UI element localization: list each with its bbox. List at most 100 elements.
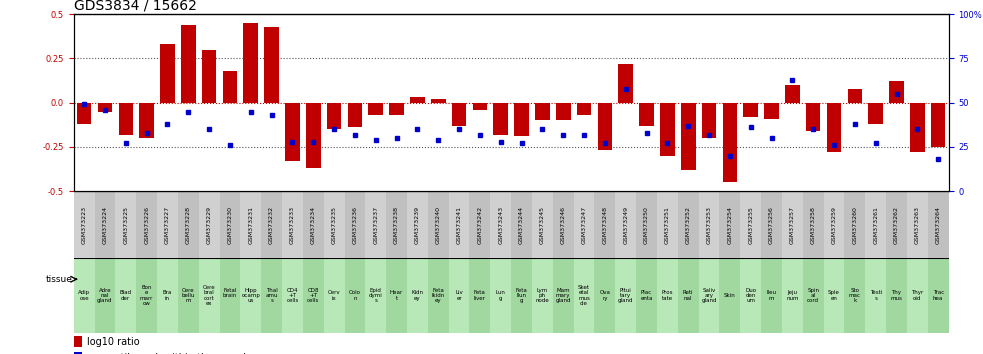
Text: GSM373236: GSM373236 (353, 206, 358, 244)
Bar (452, 103, 466, 126)
Bar (514, 103, 529, 136)
Bar (160, 44, 175, 103)
Bar (137, 258, 157, 333)
Bar (448, 191, 470, 258)
Bar (74, 191, 94, 258)
Bar (781, 258, 803, 333)
Text: Liv
er: Liv er (455, 290, 463, 301)
Text: Thy
mus: Thy mus (891, 290, 902, 301)
Text: Pros
tate: Pros tate (662, 290, 673, 301)
Bar (493, 103, 508, 135)
Bar (618, 64, 633, 103)
Text: GSM373237: GSM373237 (374, 206, 378, 244)
Text: Feta
lkidn
ey: Feta lkidn ey (432, 288, 445, 303)
Bar (824, 191, 844, 258)
Bar (344, 191, 366, 258)
Text: GSM373259: GSM373259 (832, 206, 837, 244)
Bar (181, 25, 196, 103)
Text: GSM373255: GSM373255 (748, 206, 753, 244)
Text: GSM373247: GSM373247 (582, 206, 587, 244)
Bar (886, 258, 907, 333)
Text: GSM373229: GSM373229 (206, 206, 211, 244)
Text: Testi
s: Testi s (870, 290, 882, 301)
Bar (890, 81, 903, 103)
Bar (410, 97, 425, 103)
Bar (761, 258, 781, 333)
Text: Thal
amu
s: Thal amu s (265, 288, 278, 303)
Text: GSM373227: GSM373227 (165, 206, 170, 244)
Bar (115, 258, 137, 333)
Text: Lun
g: Lun g (495, 290, 505, 301)
Bar (928, 258, 949, 333)
Bar (344, 258, 366, 333)
Bar (720, 258, 740, 333)
Text: Sto
mac
k: Sto mac k (849, 288, 861, 303)
Text: GSM373248: GSM373248 (603, 206, 607, 244)
Bar (470, 258, 491, 333)
Text: Reti
nal: Reti nal (683, 290, 693, 301)
Text: Ileu
m: Ileu m (767, 290, 777, 301)
Bar (723, 103, 737, 182)
Bar (323, 191, 344, 258)
Bar (556, 103, 570, 120)
Bar (803, 191, 824, 258)
Bar (678, 191, 699, 258)
Bar (326, 103, 341, 129)
Bar (202, 50, 216, 103)
Bar (244, 23, 259, 103)
Text: GSM373263: GSM373263 (915, 206, 920, 244)
Bar (639, 103, 654, 126)
Text: Kidn
ey: Kidn ey (412, 290, 424, 301)
Bar (595, 258, 615, 333)
Bar (323, 258, 344, 333)
Bar (74, 352, 83, 354)
Text: Feta
llun
g: Feta llun g (516, 288, 528, 303)
Bar (574, 191, 595, 258)
Bar (261, 191, 282, 258)
Text: GSM373231: GSM373231 (249, 206, 254, 244)
Bar (241, 258, 261, 333)
Bar (910, 103, 925, 152)
Bar (119, 103, 133, 135)
Bar (781, 191, 803, 258)
Bar (386, 191, 407, 258)
Bar (199, 191, 219, 258)
Bar (491, 258, 511, 333)
Bar (282, 258, 303, 333)
Bar (94, 258, 115, 333)
Text: GSM373225: GSM373225 (123, 206, 129, 244)
Bar (448, 258, 470, 333)
Text: Hipp
ocamp
us: Hipp ocamp us (242, 288, 260, 303)
Text: GSM373252: GSM373252 (686, 206, 691, 244)
Text: GSM373243: GSM373243 (498, 206, 503, 244)
Text: CD8
+T
cells: CD8 +T cells (307, 288, 319, 303)
Bar (532, 191, 552, 258)
Bar (366, 258, 386, 333)
Bar (785, 85, 799, 103)
Text: GSM373260: GSM373260 (852, 206, 857, 244)
Bar (907, 258, 928, 333)
Text: GSM373256: GSM373256 (769, 206, 774, 244)
Bar (389, 103, 404, 115)
Text: Skin: Skin (724, 293, 735, 298)
Text: GSM373254: GSM373254 (727, 206, 732, 244)
Bar (74, 336, 83, 347)
Text: GSM373264: GSM373264 (936, 206, 941, 244)
Bar (261, 258, 282, 333)
Bar (636, 258, 657, 333)
Bar (844, 191, 865, 258)
Bar (868, 103, 883, 124)
Bar (824, 258, 844, 333)
Bar (865, 258, 886, 333)
Text: Plac
enta: Plac enta (640, 290, 653, 301)
Bar (306, 103, 320, 168)
Bar (702, 103, 717, 138)
Text: Adre
nal
gland: Adre nal gland (97, 288, 113, 303)
Bar (511, 258, 532, 333)
Bar (94, 191, 115, 258)
Bar (803, 258, 824, 333)
Bar (264, 27, 279, 103)
Text: percentile rank within the sample: percentile rank within the sample (87, 353, 252, 354)
Bar (931, 103, 946, 147)
Text: GSM373233: GSM373233 (290, 206, 295, 244)
